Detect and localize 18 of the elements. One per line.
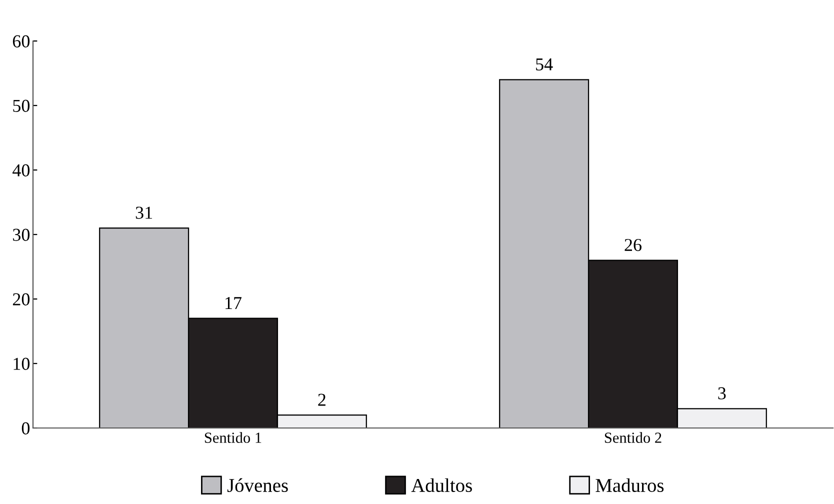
legend-label: Adultos [411, 478, 472, 492]
data-label: 54 [536, 58, 553, 70]
x-tick-label: Sentido 1 [204, 432, 262, 443]
data-label: 26 [624, 238, 642, 252]
y-tick-label: 40 [12, 164, 30, 176]
data-label: 31 [136, 206, 152, 219]
data-label: 2 [318, 394, 326, 406]
y-tick-label: 20 [12, 293, 30, 306]
y-tick-label: 60 [12, 35, 30, 48]
y-tick-label: 30 [13, 228, 30, 241]
legend-label: Maduros [596, 478, 664, 492]
legend-label: Jóvenes [227, 478, 288, 492]
data-label: 3 [718, 387, 726, 400]
y-tick-label: 50 [13, 100, 30, 112]
y-tick-label: 0 [22, 422, 30, 434]
data-label: 17 [226, 297, 242, 309]
x-tick-label: Sentido 2 [604, 432, 662, 443]
y-tick-label: 10 [14, 358, 30, 370]
